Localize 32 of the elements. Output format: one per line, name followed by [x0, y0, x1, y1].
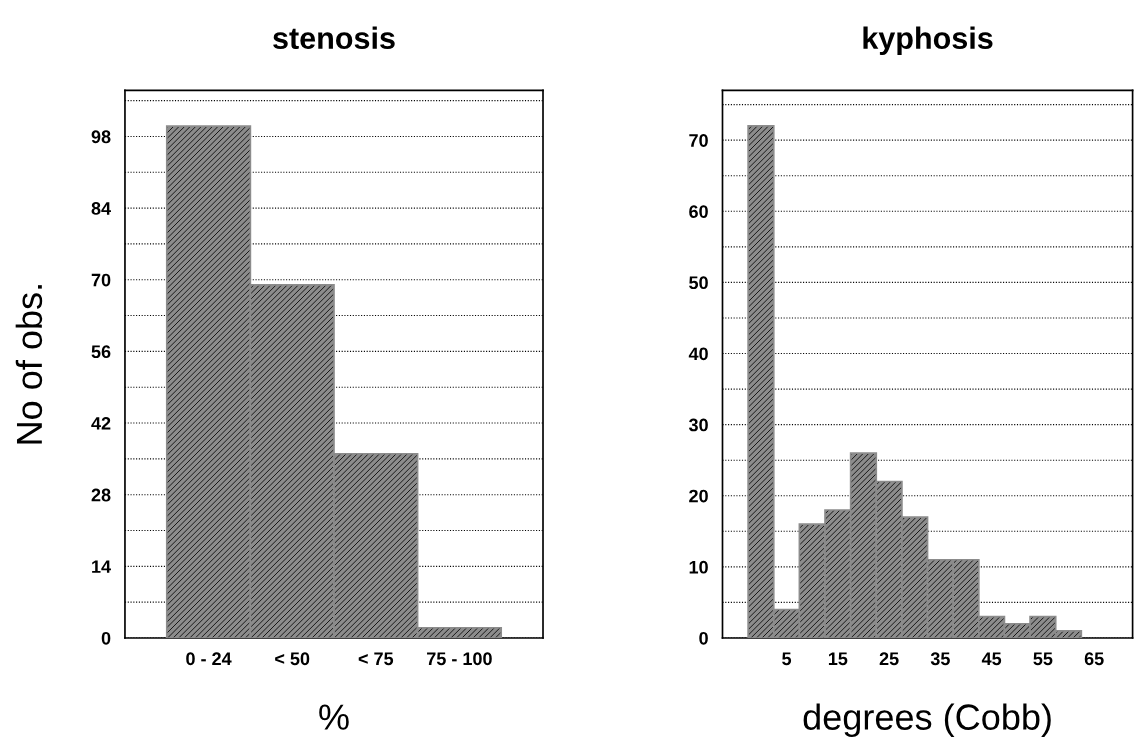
x-axis-title: degrees (Cobb): [803, 703, 1051, 738]
x-tick-label: 45: [981, 652, 1002, 666]
y-axis-title: No of obs.: [15, 285, 43, 444]
chart-title: stenosis: [273, 26, 395, 50]
y-tick-label: 84: [91, 202, 111, 215]
y-tick-label: 28: [91, 488, 111, 502]
y-tick-label: 10: [689, 560, 708, 574]
x-tick-label: 75 - 100: [427, 652, 492, 666]
x-axis-title: %: [319, 704, 349, 730]
x-tick-label: < 75: [358, 652, 394, 666]
y-tick-label: 56: [91, 345, 111, 359]
y-tick-label: 70: [91, 273, 111, 287]
x-tick-label: 0 - 24: [186, 652, 232, 666]
x-tick-label: 5: [782, 652, 792, 666]
y-tick-label: 98: [91, 130, 111, 144]
y-tick-label: 42: [91, 416, 111, 430]
y-tick-label: 60: [689, 205, 708, 218]
x-tick-label: 65: [1084, 652, 1104, 666]
x-tick-label: 55: [1033, 652, 1053, 666]
x-tick-label: 25: [879, 652, 899, 666]
y-tick-label: 0: [699, 631, 708, 645]
y-tick-label: 0: [101, 631, 111, 645]
y-tick-label: 40: [688, 347, 708, 361]
y-tick-label: 70: [689, 134, 708, 147]
y-tick-label: 14: [92, 560, 111, 573]
x-tick-label: 35: [930, 652, 950, 666]
y-tick-label: 20: [689, 489, 708, 503]
x-tick-label: < 50: [275, 652, 310, 666]
x-tick-label: 15: [828, 652, 848, 666]
chart-title: kyphosis: [863, 26, 993, 56]
y-tick-label: 30: [688, 418, 708, 432]
y-tick-label: 50: [689, 276, 708, 290]
